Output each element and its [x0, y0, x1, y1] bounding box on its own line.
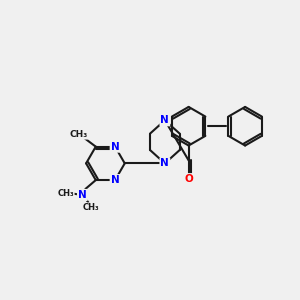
- Text: CH₃: CH₃: [69, 130, 88, 139]
- Text: N: N: [78, 190, 87, 200]
- Text: O: O: [184, 174, 193, 184]
- Text: N: N: [111, 142, 119, 152]
- Text: CH₃: CH₃: [83, 203, 100, 212]
- Text: N: N: [111, 175, 119, 185]
- Text: CH₃: CH₃: [57, 189, 74, 198]
- Text: N: N: [160, 158, 169, 168]
- Text: N: N: [160, 115, 169, 125]
